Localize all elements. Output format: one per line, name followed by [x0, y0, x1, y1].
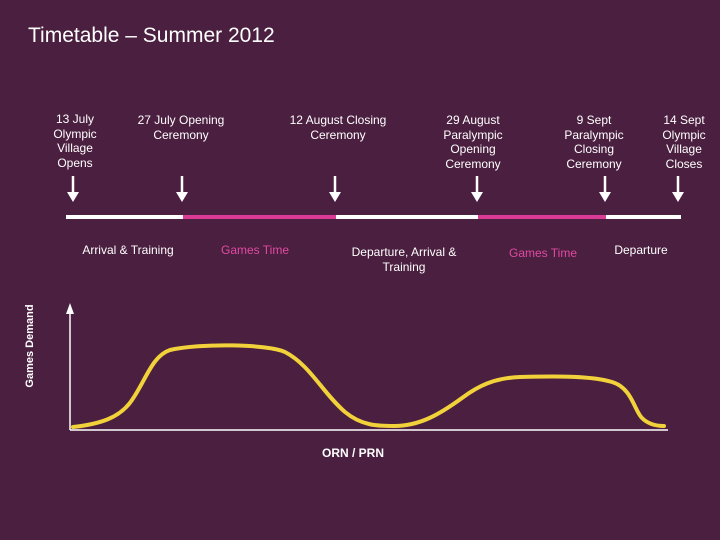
period-label-departure: Departure: [614, 243, 668, 257]
period-label-arrival-training: Arrival & Training: [82, 243, 174, 257]
page-title: Timetable – Summer 2012: [28, 24, 275, 47]
arrow-icon-paralympic-closing: [599, 176, 611, 202]
milestone-label-village-closes: 14 Sept Olympic Village Closes: [662, 113, 706, 171]
milestone-label-paralympic-closing: 9 Sept Paralympic Closing Ceremony: [564, 113, 624, 171]
period-label-games-time-paralympic: Games Time: [508, 246, 577, 260]
milestone-label-opening-ceremony: 27 July Opening Ceremony: [137, 113, 225, 142]
milestone-label-village-opens: 13 July Olympic Village Opens: [53, 112, 97, 170]
x-axis-label: ORN / PRN: [321, 446, 384, 460]
y-axis-label: Games Demand: [24, 304, 36, 388]
y-axis-arrow-icon: [66, 303, 74, 314]
arrow-icon-paralympic-opening: [471, 176, 483, 202]
arrow-icon-opening-ceremony: [176, 176, 188, 202]
period-label-games-time-olympic: Games Time: [220, 243, 289, 257]
milestone-label-paralympic-opening: 29 August Paralympic Opening Ceremony: [443, 113, 503, 171]
milestone-label-closing-ceremony: 12 August Closing Ceremony: [289, 113, 387, 142]
arrow-icon-village-opens: [67, 176, 79, 202]
period-label-departure-arrival-training: Departure, Arrival & Training: [351, 245, 457, 274]
arrow-icon-closing-ceremony: [329, 176, 341, 202]
demand-curve: [71, 343, 666, 429]
arrow-icon-village-closes: [672, 176, 684, 202]
